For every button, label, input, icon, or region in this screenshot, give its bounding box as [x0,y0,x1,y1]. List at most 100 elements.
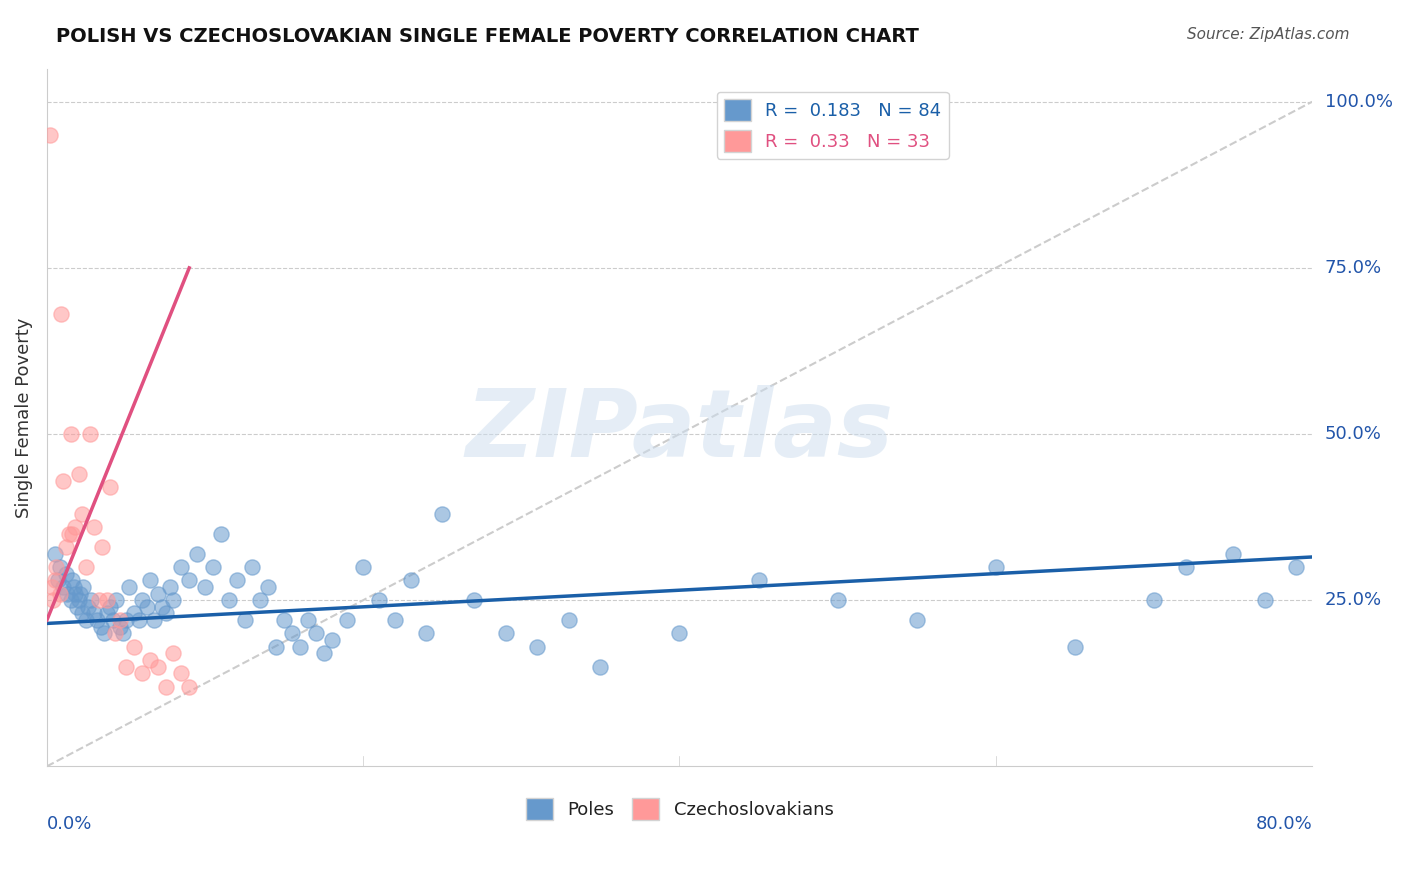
Text: 75.0%: 75.0% [1324,259,1382,277]
Point [83,520,105,534]
Point [984,560,1007,574]
Point [55,566,77,581]
Point [98,480,121,494]
Point [52,474,75,488]
Point [432,507,454,521]
Point [58,526,80,541]
Point [281,626,304,640]
Point [72,580,94,594]
Point [1063,640,1085,654]
Point [495,626,517,640]
Point [77,599,100,614]
Point [170,666,193,681]
Point [70,507,93,521]
Point [69,586,91,600]
Text: POLISH VS CZECHOSLOVAKIAN SINGLE FEMALE POVERTY CORRELATION CHART: POLISH VS CZECHOSLOVAKIAN SINGLE FEMALE … [56,27,920,45]
Point [96,593,118,607]
Point [59,427,82,442]
Point [905,613,928,627]
Point [115,659,138,673]
Point [186,547,208,561]
Point [46,573,69,587]
Point [83,607,105,621]
Legend: Poles, Czechoslovakians: Poles, Czechoslovakians [519,790,841,827]
Point [1222,547,1244,561]
Point [135,599,157,614]
Point [65,520,87,534]
Point [589,659,612,673]
Point [98,599,121,614]
Point [115,613,138,627]
Point [45,560,67,574]
Point [368,593,391,607]
Point [288,640,311,654]
Point [75,560,97,574]
Point [384,613,406,627]
Point [108,620,131,634]
Point [170,560,193,574]
Text: ZIPatlas: ZIPatlas [465,385,894,477]
Point [62,580,84,594]
Point [146,586,169,600]
Point [218,593,240,607]
Point [526,640,548,654]
Point [80,593,103,607]
Point [242,560,264,574]
Point [273,613,295,627]
Text: 100.0%: 100.0% [1324,93,1393,111]
Point [162,593,184,607]
Point [96,607,118,621]
Point [91,540,114,554]
Point [103,613,125,627]
Point [155,680,177,694]
Text: Source: ZipAtlas.com: Source: ZipAtlas.com [1187,27,1350,42]
Point [159,580,181,594]
Point [264,640,287,654]
Point [194,580,217,594]
Point [179,573,201,587]
Point [56,586,79,600]
Text: 25.0%: 25.0% [1324,591,1382,609]
Point [66,599,89,614]
Point [415,626,437,640]
Point [143,613,166,627]
Point [201,560,224,574]
Point [122,607,145,621]
Point [44,547,66,561]
Point [155,607,177,621]
Point [67,467,90,481]
Point [44,573,66,587]
Point [90,620,112,634]
Y-axis label: Single Female Poverty: Single Female Poverty [15,318,32,517]
Point [131,666,153,681]
Point [150,599,173,614]
Point [336,613,359,627]
Point [179,680,201,694]
Text: 50.0%: 50.0% [1324,425,1382,443]
Point [1253,593,1275,607]
Point [118,580,141,594]
Point [105,593,128,607]
Point [79,427,101,442]
Point [463,593,485,607]
Point [162,646,184,660]
Point [111,626,134,640]
Point [48,586,70,600]
Point [352,560,374,574]
Point [305,626,328,640]
Point [1174,560,1197,574]
Point [138,573,160,587]
Point [70,607,93,621]
Point [399,573,422,587]
Point [104,626,127,640]
Point [138,653,160,667]
Point [225,573,247,587]
Point [41,580,63,594]
Point [86,613,108,627]
Point [128,613,150,627]
Point [1285,560,1308,574]
Point [55,540,77,554]
Point [233,613,256,627]
Text: 80.0%: 80.0% [1256,815,1312,833]
Point [257,580,280,594]
